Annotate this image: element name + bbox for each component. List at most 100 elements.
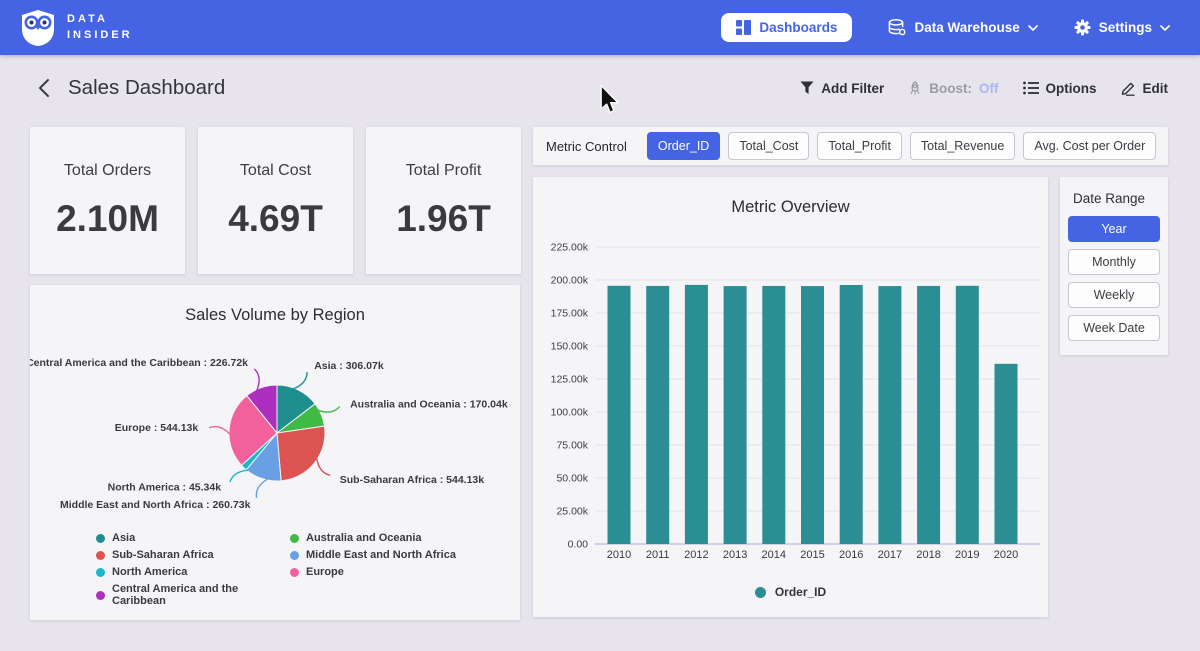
bar-2016[interactable] [840,285,863,544]
legend-label: Asia [112,532,135,544]
date-range-buttons: Year Monthly Weekly Week Date [1068,216,1160,341]
pie-leader-line [317,458,331,475]
bar-2010[interactable] [608,286,631,544]
legend-dot [290,568,299,577]
edit-label: Edit [1143,81,1169,96]
metric-overview-panel: Metric Overview 0.0025.00k50.00k75.00k10… [533,177,1048,617]
legend-item-europe[interactable]: Europe [290,566,456,578]
app-root: DATA INSIDER Dashboards [0,0,1200,651]
date-range-label: Date Range [1073,191,1160,206]
legend-column: Australia and Oceania Middle East and Nor… [290,532,456,607]
mouse-cursor [600,85,619,115]
add-filter-button[interactable]: Add Filter [800,81,884,96]
page-title: Sales Dashboard [68,76,225,100]
top-navbar: DATA INSIDER Dashboards [0,0,1200,55]
legend-dot [96,568,105,577]
metric-option-avg-cost-per-order[interactable]: Avg. Cost per Order [1023,132,1156,160]
x-tick-label: 2012 [684,549,708,561]
metric-control-bar: Metric Control Order_IDTotal_CostTotal_P… [533,127,1168,165]
bar-legend-label: Order_ID [775,585,826,599]
chevron-down-icon [1160,25,1170,31]
kpi-value: 1.96T [396,198,491,240]
y-tick-label: 225.00k [551,242,589,254]
bar-2015[interactable] [801,286,824,544]
dashboard-grid-icon [736,20,751,35]
settings-menu[interactable]: Settings [1074,19,1170,36]
gear-icon [1074,19,1091,36]
x-tick-label: 2016 [839,549,863,561]
bar-2017[interactable] [878,286,901,544]
date-range-option-weekly[interactable]: Weekly [1068,282,1160,308]
owl-logo-icon [20,9,56,47]
kpi-value: 4.69T [228,198,323,240]
bar-2014[interactable] [762,286,785,544]
kpi-card-total-cost: Total Cost 4.69T [198,127,353,274]
metric-option-total-profit[interactable]: Total_Profit [817,132,902,160]
legend-item-middle-east-and-north-africa[interactable]: Middle East and North Africa [290,549,456,561]
kpi-label: Total Profit [406,162,482,180]
legend-label: Australia and Oceania [306,532,422,544]
options-label: Options [1046,81,1097,96]
boost-toggle[interactable]: Boost: Off [908,81,998,96]
bar-2012[interactable] [685,285,708,544]
legend-item-asia[interactable]: Asia [96,532,286,544]
x-tick-label: 2014 [762,549,786,561]
legend-item-north-america[interactable]: North America [96,566,286,578]
sales-by-region-panel: Sales Volume by Region Asia : 306.07kAus… [30,285,520,620]
bar-2018[interactable] [917,286,940,544]
kpi-value: 2.10M [56,198,159,240]
rocket-icon [908,81,922,96]
y-tick-label: 0.00 [568,539,589,551]
date-range-option-monthly[interactable]: Monthly [1068,249,1160,275]
add-filter-label: Add Filter [821,81,884,96]
pie-label-middle-east-and-north-africa: Middle East and North Africa : 260.73k [60,499,251,511]
navbar-actions: Dashboards Data Warehouse [721,13,1170,42]
database-icon [888,19,906,36]
bar-2011[interactable] [646,286,669,544]
legend-column: Asia Sub-Saharan Africa North America Centr… [96,532,286,607]
brand-name: DATA INSIDER [67,12,133,44]
brand-logo[interactable]: DATA INSIDER [20,9,133,47]
legend-label: North America [112,566,187,578]
data-warehouse-menu[interactable]: Data Warehouse [888,19,1037,36]
pie-leader-line [230,470,248,482]
x-tick-label: 2013 [723,549,747,561]
settings-label: Settings [1099,20,1152,35]
pie-label-europe: Europe : 544.13k [115,422,199,434]
dashboards-label: Dashboards [759,20,837,35]
pie-slice-sub-saharan-africa[interactable] [277,426,325,481]
back-button[interactable] [32,77,54,99]
date-range-panel: Date Range Year Monthly Weekly Week Date [1060,177,1168,355]
metric-option-total-revenue[interactable]: Total_Revenue [910,132,1015,160]
bar-2019[interactable] [956,286,979,544]
kpi-label: Total Orders [64,162,151,180]
x-tick-label: 2020 [994,549,1018,561]
pie-leader-line [318,407,339,413]
legend-item-central-america-and-the-caribbean[interactable]: Central America and the Caribbean [96,583,286,607]
x-tick-label: 2010 [607,549,631,561]
boost-state: Off [979,81,999,96]
pencil-icon [1121,81,1136,96]
header-actions: Add Filter Boost: Off [800,81,1168,96]
metric-option-order-id[interactable]: Order_ID [647,132,720,160]
dashboards-button[interactable]: Dashboards [721,13,852,42]
legend-dot [290,551,299,560]
filter-funnel-icon [800,81,814,95]
bar-chart-legend[interactable]: Order_ID [533,585,1048,599]
options-button[interactable]: Options [1023,81,1097,96]
pie-leader-line [209,427,230,435]
x-tick-label: 2019 [955,549,979,561]
date-range-option-week-date[interactable]: Week Date [1068,315,1160,341]
bar-2020[interactable] [995,364,1018,544]
pie-label-sub-saharan-africa: Sub-Saharan Africa : 544.13k [340,474,484,486]
pie-leader-line [254,369,259,391]
bar-2013[interactable] [724,286,747,544]
x-tick-label: 2015 [800,549,824,561]
metric-option-total-cost[interactable]: Total_Cost [728,132,809,160]
kpi-label: Total Cost [240,162,311,180]
date-range-option-year[interactable]: Year [1068,216,1160,242]
edit-button[interactable]: Edit [1121,81,1169,96]
y-tick-label: 50.00k [556,473,588,485]
legend-item-sub-saharan-africa[interactable]: Sub-Saharan Africa [96,549,286,561]
legend-item-australia-and-oceania[interactable]: Australia and Oceania [290,532,456,544]
